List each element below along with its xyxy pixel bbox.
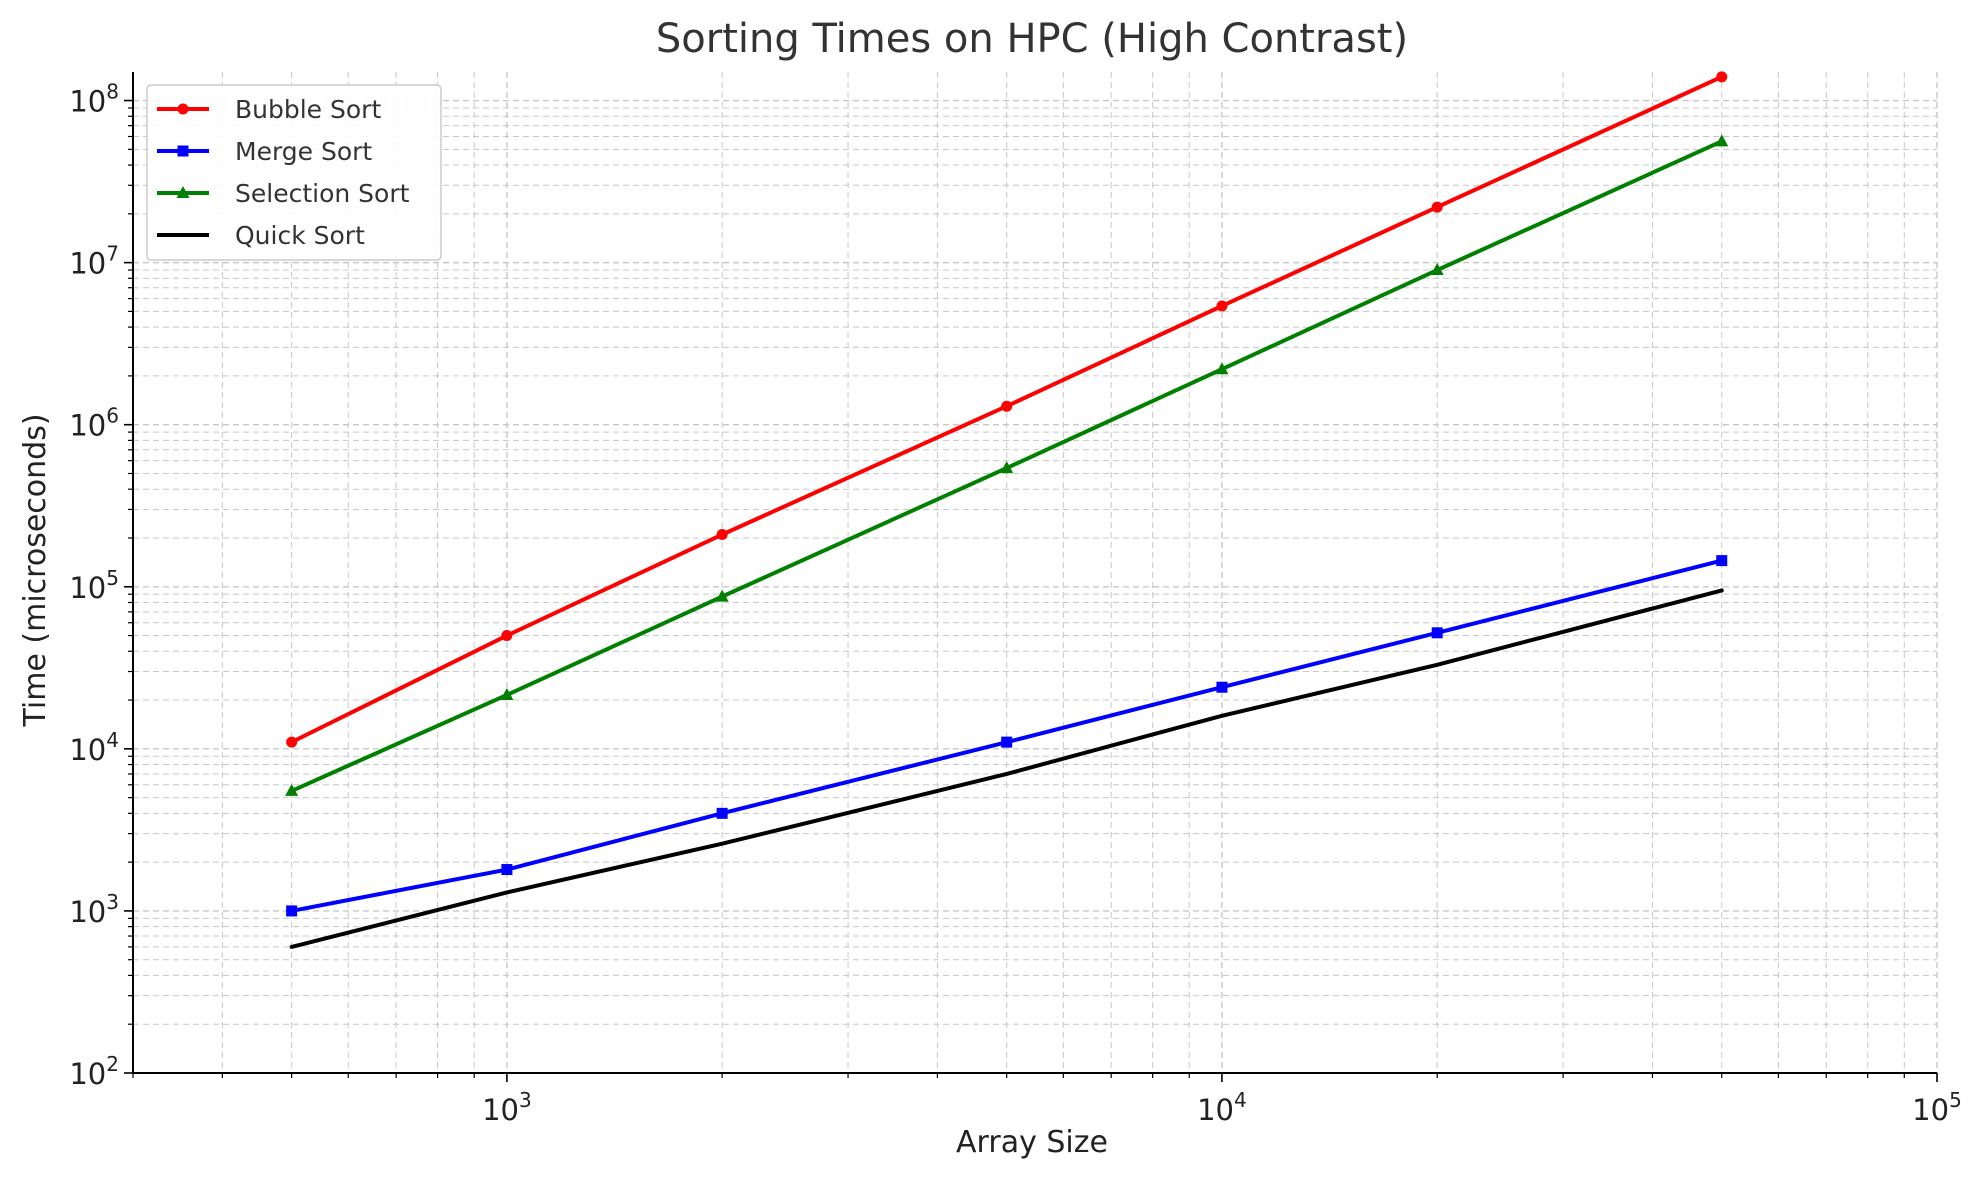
legend-label: Quick Sort	[235, 221, 365, 250]
data-point-square	[1216, 681, 1228, 693]
data-point-circle	[716, 529, 728, 541]
x-tick-label: 105	[1912, 1088, 1962, 1127]
y-tick-label: 107	[69, 242, 119, 281]
legend-item-selection-sort: Selection Sort	[157, 179, 410, 208]
y-tick-label: 108	[69, 80, 119, 119]
legend-label: Selection Sort	[235, 179, 410, 208]
data-point-circle	[1216, 300, 1228, 312]
data-point-circle	[1001, 400, 1013, 412]
data-point-square	[1716, 555, 1728, 567]
data-point-circle	[1716, 71, 1728, 83]
chart-title: Sorting Times on HPC (High Contrast)	[656, 16, 1408, 62]
series-selection-sort	[285, 134, 1729, 796]
data-point-square	[501, 864, 513, 876]
axes: 103 104 105 102 103 104 105 106 107 108	[69, 72, 1962, 1127]
data-point-triangle	[1715, 134, 1729, 147]
legend-label: Merge Sort	[235, 137, 372, 166]
series-merge-sort	[286, 555, 1728, 917]
data-point-square	[716, 807, 728, 819]
y-tick-label: 104	[69, 728, 119, 767]
data-point-triangle	[285, 783, 299, 796]
data-point-triangle	[1215, 362, 1229, 375]
series-bubble-sort	[286, 71, 1728, 748]
data-point-triangle	[1000, 461, 1014, 474]
y-tick-label: 105	[69, 566, 119, 605]
series-quick-sort	[289, 588, 1724, 949]
legend-item-quick-sort: Quick Sort	[157, 221, 365, 250]
x-tick-label: 103	[482, 1088, 532, 1127]
data-point-circle	[177, 103, 189, 115]
grid	[132, 72, 1938, 1074]
data-point-square	[1001, 736, 1013, 748]
data-point-square	[1431, 627, 1443, 639]
data-point-triangle	[500, 687, 514, 700]
x-tick-label: 104	[1197, 1088, 1247, 1127]
y-tick-label: 106	[69, 404, 119, 443]
data-point-square	[177, 145, 189, 157]
y-axis-label: Time (microseconds)	[18, 413, 53, 727]
data-point-circle	[1431, 201, 1443, 213]
y-tick-label: 102	[69, 1052, 119, 1091]
data-point-triangle	[176, 186, 190, 198]
data-point-circle	[501, 630, 513, 642]
series-line-quick-sort	[289, 588, 1724, 949]
data-point-circle	[286, 736, 298, 748]
legend-label: Bubble Sort	[235, 95, 381, 124]
data-point-triangle	[715, 589, 729, 602]
legend-item-bubble-sort: Bubble Sort	[157, 95, 381, 124]
legend-item-merge-sort: Merge Sort	[157, 137, 372, 166]
data-point-square	[286, 905, 298, 917]
data-point-triangle	[1430, 263, 1444, 276]
legend-box	[146, 84, 442, 261]
series-layer	[285, 71, 1729, 949]
y-tick-label: 103	[69, 890, 119, 929]
x-axis-label: Array Size	[956, 1125, 1108, 1160]
legend: Bubble Sort Merge Sort Selection Sort Quick…	[146, 84, 442, 261]
